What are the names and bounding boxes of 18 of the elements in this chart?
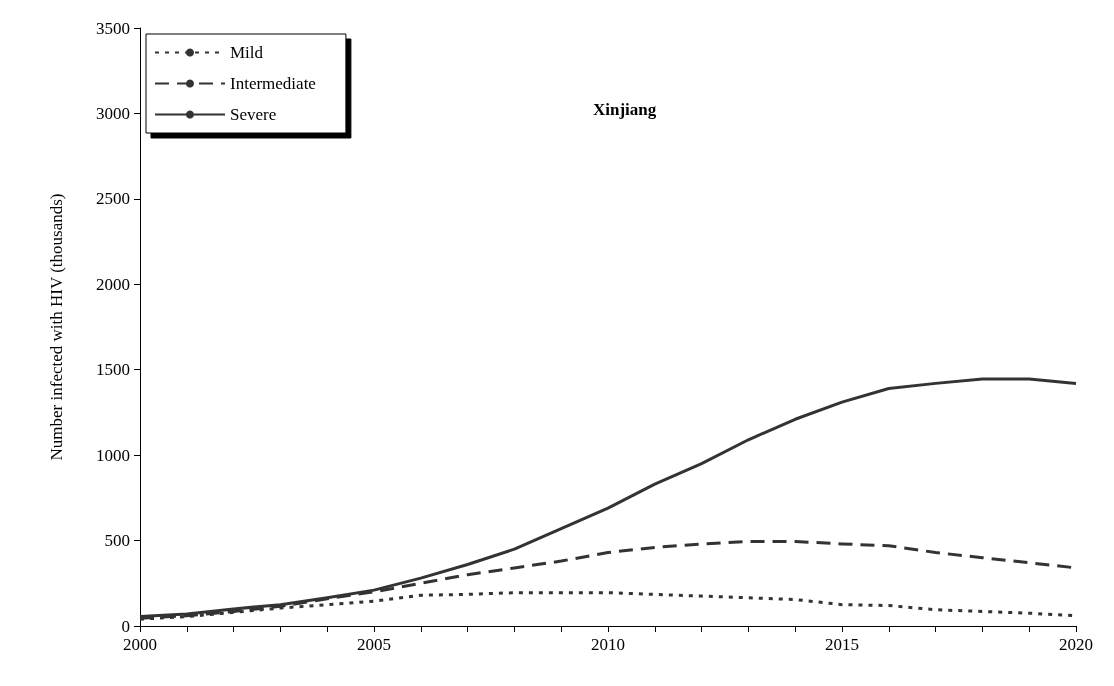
x-tick-label: 2010 <box>591 635 625 654</box>
x-tick-label: 2005 <box>357 635 391 654</box>
x-tick-label: 2000 <box>123 635 157 654</box>
y-axis-title: Number infected with HIV (thousands) <box>47 193 66 461</box>
legend-label: Severe <box>230 105 277 124</box>
x-tick-label: 2015 <box>825 635 859 654</box>
legend-label: Mild <box>230 43 264 62</box>
y-tick-label: 1000 <box>96 445 130 465</box>
text: Xinjiang <box>593 100 657 119</box>
legend-label: Intermediate <box>230 74 316 93</box>
y-tick-label: 2500 <box>96 189 130 209</box>
x-tick-label: 2020 <box>1059 635 1093 654</box>
y-tick-label: 3500 <box>96 18 130 38</box>
y-tick-label: 2000 <box>96 274 130 294</box>
y-tick-label: 500 <box>104 531 130 551</box>
y-tick-label: 0 <box>121 616 130 636</box>
y-tick-label: 1500 <box>96 360 130 380</box>
y-tick-label: 3000 <box>96 103 130 123</box>
